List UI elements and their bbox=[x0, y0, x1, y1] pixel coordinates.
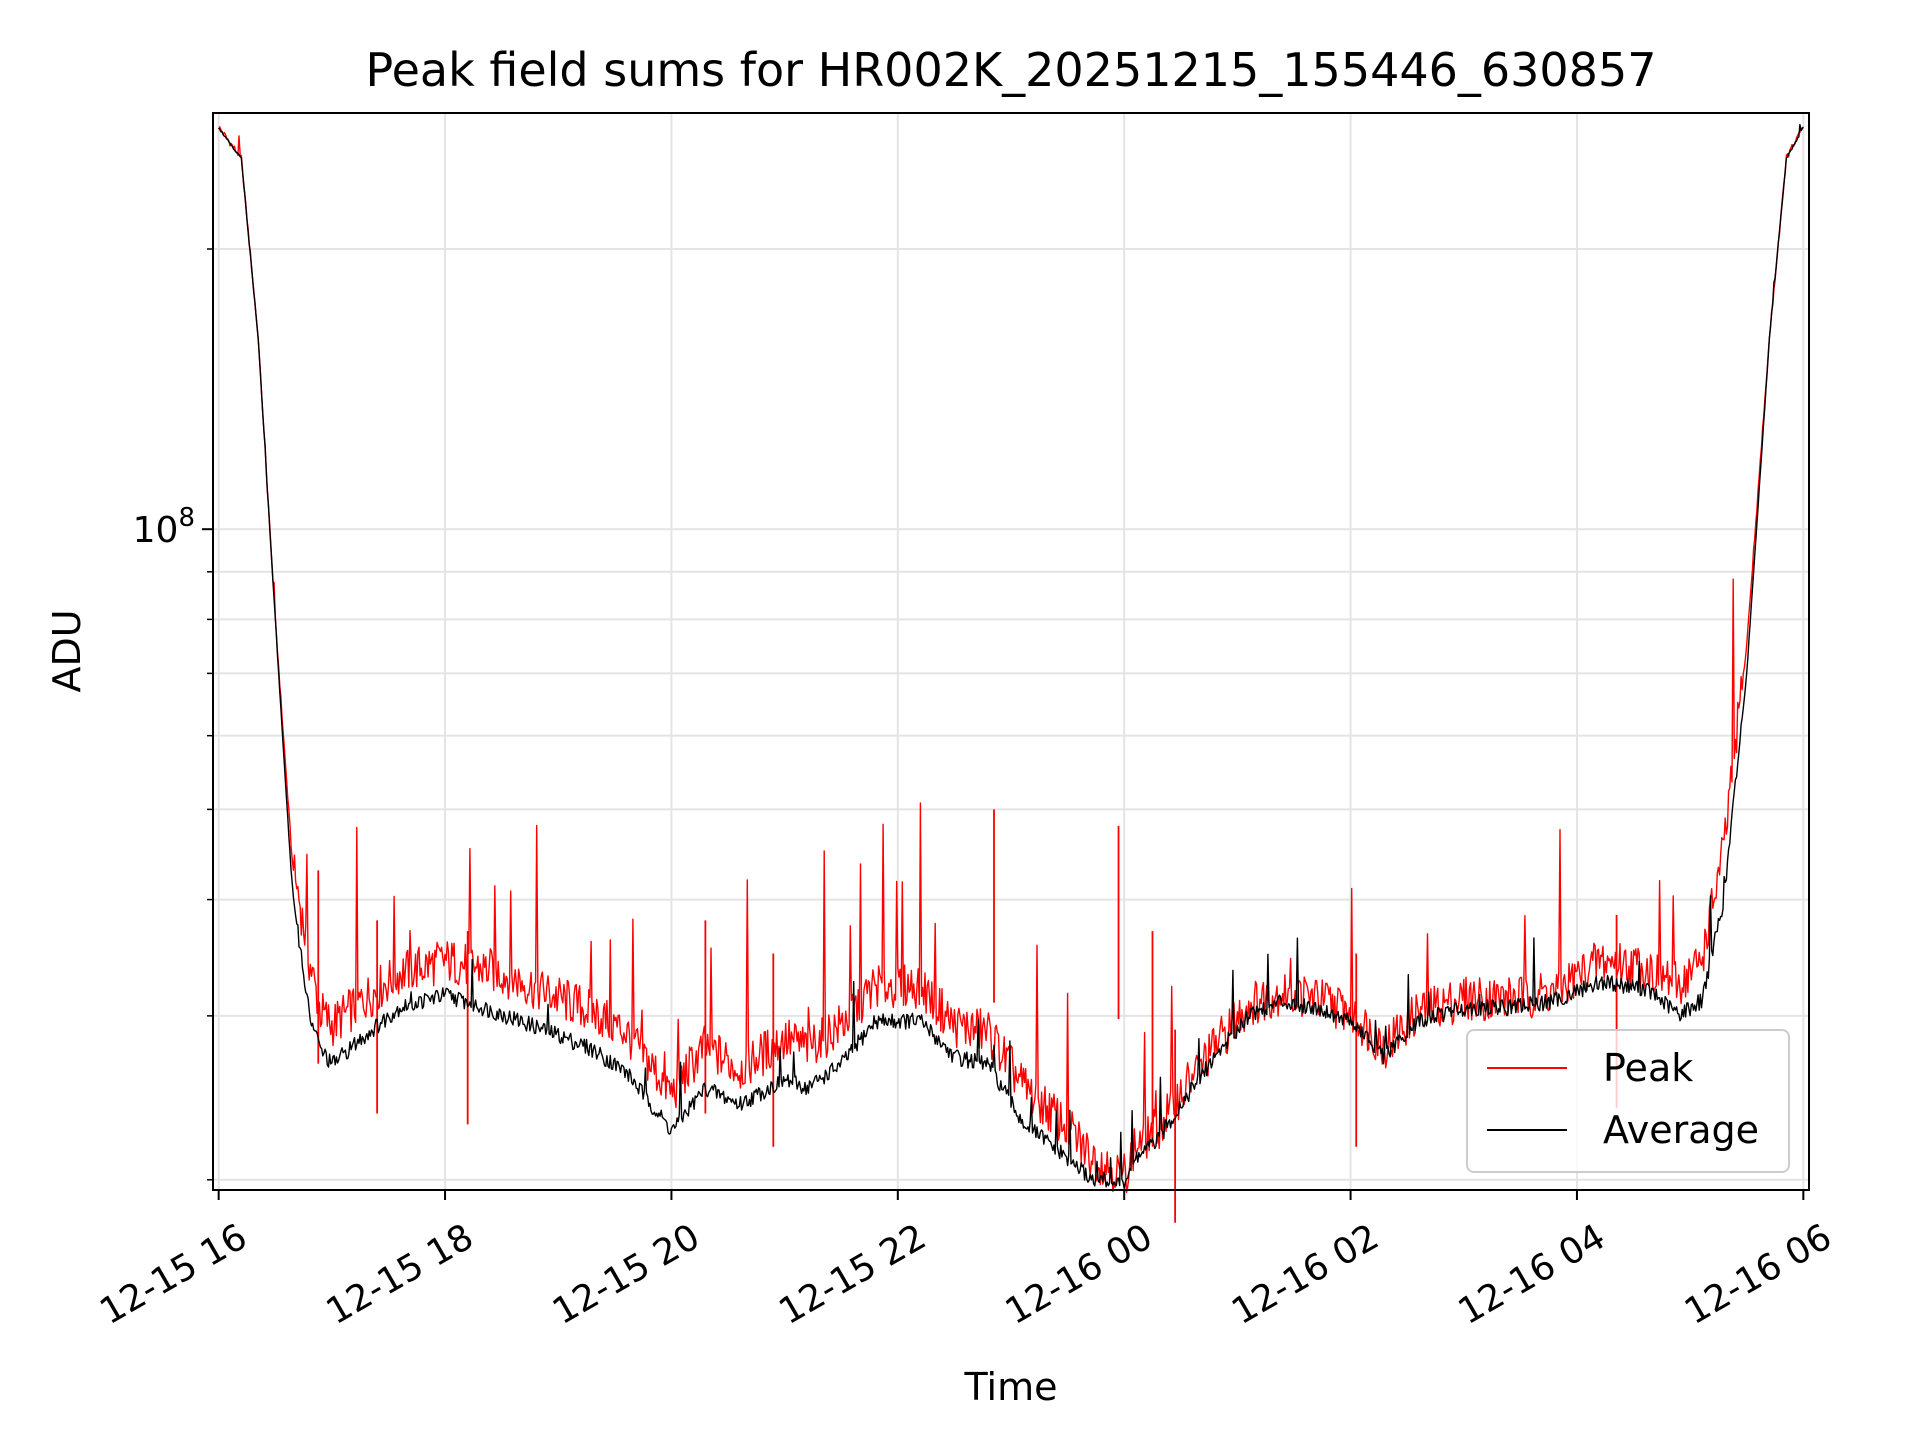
y-axis-label: ADU bbox=[45, 609, 89, 692]
y-tick-label: 108 bbox=[133, 503, 195, 551]
y-axis-ticks: 108 bbox=[133, 248, 213, 1181]
chart-title: Peak field sums for HR002K_20251215_1554… bbox=[366, 43, 1657, 97]
legend-box bbox=[1466, 1029, 1790, 1173]
legend-average-label: Average bbox=[1603, 1108, 1759, 1152]
series-layer bbox=[218, 123, 1804, 1223]
legend-peak-label: Peak bbox=[1603, 1046, 1693, 1090]
grid bbox=[213, 113, 1809, 1190]
plot-frame bbox=[212, 112, 1810, 1191]
series-peak-line bbox=[218, 126, 1804, 1194]
legend: Peak Average bbox=[1466, 1029, 1790, 1173]
series-average-line bbox=[218, 123, 1804, 1190]
x-axis-label: Time bbox=[964, 1365, 1058, 1409]
